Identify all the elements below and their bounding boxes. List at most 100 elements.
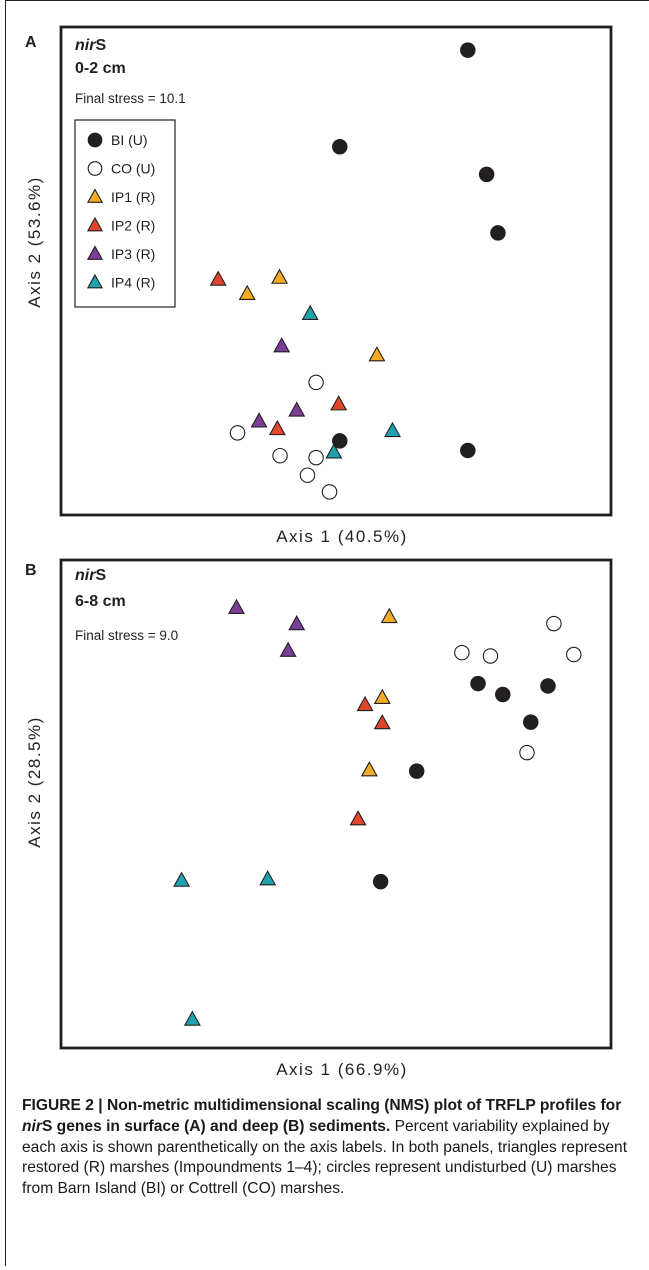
legend-label-bi: BI (U) xyxy=(111,132,148,148)
legend-label-ip1: IP1 (R) xyxy=(111,189,155,205)
legend-marker-co xyxy=(87,161,103,176)
legend-marker-ip4 xyxy=(86,273,104,289)
data-point-ip3 xyxy=(288,401,306,417)
caption-title-italic: nir xyxy=(22,1117,42,1135)
data-point-co xyxy=(299,467,316,483)
data-point-ip1 xyxy=(373,688,391,704)
legend-marker-ip2 xyxy=(86,216,104,232)
gene-label: nirS xyxy=(75,567,106,584)
caption-label: FIGURE 2 | xyxy=(22,1097,107,1114)
data-point-ip4 xyxy=(183,1010,201,1026)
plot-frame xyxy=(59,558,613,1050)
series-ip3 xyxy=(250,337,306,428)
gene-label-rest: S xyxy=(95,37,106,54)
final-stress-label: Final stress = 10.1 xyxy=(75,91,186,106)
y-axis-label: Axis 2 (28.5%) xyxy=(25,716,44,848)
data-point-ip3 xyxy=(273,337,291,353)
data-point-ip1 xyxy=(368,346,386,362)
x-axis-label: Axis 1 (66.9%) xyxy=(276,1060,408,1079)
data-point-ip2 xyxy=(356,695,374,712)
data-point-co xyxy=(308,374,324,391)
data-point-ip3 xyxy=(279,641,297,657)
figure-caption: FIGURE 2 | Non-metric multidimensional s… xyxy=(22,1096,634,1200)
gene-label-rest: S xyxy=(95,567,106,584)
depth-label: 0-2 cm xyxy=(75,60,126,77)
series-bi xyxy=(372,675,556,890)
data-point-ip1 xyxy=(238,284,256,300)
data-point-co xyxy=(546,615,562,632)
x-axis-label: Axis 1 (40.5%) xyxy=(276,527,408,546)
series-ip3 xyxy=(227,598,306,657)
data-point-ip2 xyxy=(330,395,348,411)
data-point-bi xyxy=(372,873,389,890)
series-ip2 xyxy=(209,270,348,436)
series-co xyxy=(229,374,338,500)
series-co xyxy=(454,615,582,761)
final-stress-label: Final stress = 9.0 xyxy=(75,628,178,643)
data-point-co xyxy=(229,425,246,441)
data-point-ip1 xyxy=(271,268,289,284)
gene-label: nirS xyxy=(75,37,106,54)
legend-label-ip2: IP2 (R) xyxy=(111,218,155,234)
data-point-bi xyxy=(540,678,556,694)
data-point-ip4 xyxy=(383,421,401,438)
legend-box xyxy=(74,119,176,308)
legend-marker-ip3 xyxy=(86,245,104,260)
data-point-co xyxy=(566,646,582,663)
legend: BI (U) CO (U) IP1 (R) IP2 (R) IP3 (R) IP4 (R) xyxy=(74,119,176,308)
data-point-ip4 xyxy=(173,871,191,887)
data-point-ip2 xyxy=(373,713,391,730)
gene-label-italic: nir xyxy=(75,37,96,54)
legend-label-co: CO (U) xyxy=(111,161,155,177)
data-point-ip3 xyxy=(288,614,306,631)
data-point-ip1 xyxy=(360,761,378,777)
data-point-bi xyxy=(478,166,495,183)
legend-label-ip4: IP4 (R) xyxy=(111,275,155,291)
series-ip4 xyxy=(173,870,277,1026)
data-point-bi xyxy=(470,675,486,692)
gene-label-italic: nir xyxy=(75,567,96,584)
data-point-co xyxy=(272,447,288,464)
data-point-bi xyxy=(460,42,476,58)
data-point-co xyxy=(454,644,470,661)
panel-letter: A xyxy=(25,34,37,51)
data-point-bi xyxy=(523,714,539,730)
data-point-co xyxy=(482,648,499,664)
data-point-bi xyxy=(332,433,348,449)
data-point-co xyxy=(321,484,338,500)
data-point-ip4 xyxy=(301,304,319,320)
data-point-ip2 xyxy=(268,419,286,436)
data-point-ip2 xyxy=(209,270,227,286)
caption-body: Percent variability explained by each ax… xyxy=(22,1117,628,1198)
caption-title-part2: S genes in surface (A) and deep (B) sedi… xyxy=(41,1117,391,1135)
figure-frame-left xyxy=(5,0,6,1266)
data-point-bi xyxy=(332,139,348,155)
data-point-bi xyxy=(408,763,425,779)
figure-frame-top xyxy=(5,0,649,1)
series-ip1 xyxy=(360,607,398,777)
legend-label-ip3: IP3 (R) xyxy=(111,246,155,262)
caption-title-part1: Non-metric multidimensional scaling (NMS… xyxy=(106,1097,622,1114)
data-point-ip3 xyxy=(250,412,268,428)
data-point-bi xyxy=(460,442,476,459)
data-point-ip4 xyxy=(259,870,277,886)
data-point-ip2 xyxy=(349,810,367,826)
data-point-ip4 xyxy=(325,443,343,459)
data-point-bi xyxy=(495,686,511,703)
depth-label: 6-8 cm xyxy=(75,593,126,610)
series-bi xyxy=(332,42,506,459)
legend-marker-ip1 xyxy=(86,188,104,203)
y-axis-label: Axis 2 (53.6%) xyxy=(25,176,44,308)
data-point-bi xyxy=(490,225,506,241)
data-point-co xyxy=(519,744,535,761)
data-point-ip3 xyxy=(227,598,245,615)
series-ip1 xyxy=(238,268,386,362)
legend-marker-bi xyxy=(87,132,103,148)
panel-letter: B xyxy=(25,562,37,579)
data-point-ip1 xyxy=(380,607,398,624)
series-ip4 xyxy=(301,304,401,459)
series-ip2 xyxy=(349,695,391,826)
